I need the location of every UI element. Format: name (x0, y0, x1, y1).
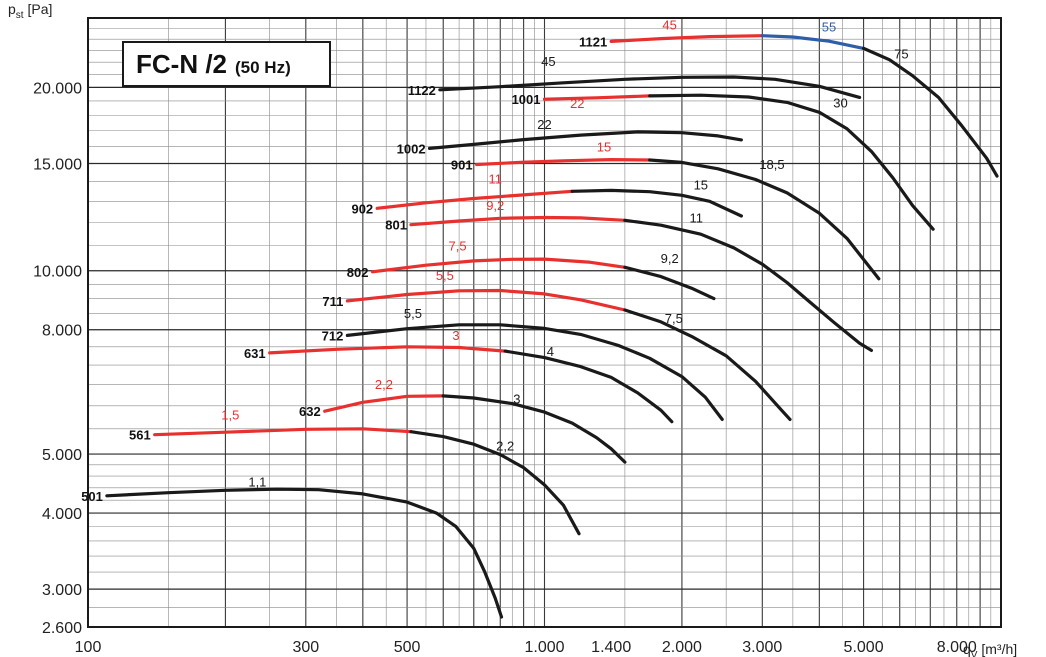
fan-curves (105, 34, 999, 619)
motor-power-label: 55 (822, 20, 836, 35)
fan-model-label-1001: 1001 (512, 92, 541, 107)
fan-model-label-1121: 1121 (579, 34, 607, 49)
y-tick-label: 3.000 (42, 582, 82, 599)
axis-ticks: 100 300 500 1.000 1.400 2.000 3.000 5.000 8.000 2… (33, 80, 977, 656)
motor-power-label: 11 (488, 172, 502, 187)
x-tick-label: 1.400 (591, 639, 631, 656)
fan-model-label-1002: 1002 (397, 141, 426, 156)
fan-curve-561 (153, 427, 413, 437)
chart-title: FC-N /2 (136, 49, 227, 79)
x-tick-label: 100 (75, 639, 102, 656)
motor-power-label: 1,5 (221, 407, 239, 422)
fan-curve-1001 (648, 93, 935, 231)
y-tick-label: 10.000 (33, 264, 82, 281)
fan-curve-902 (570, 188, 743, 218)
fan-curve-1122 (438, 75, 862, 99)
motor-power-label: 4 (547, 344, 554, 359)
grid (88, 18, 1001, 627)
fan-curve-632 (323, 394, 445, 413)
motor-power-label: 45 (662, 17, 676, 32)
fan-curve-632 (441, 394, 627, 464)
fan-model-label-801: 801 (385, 218, 407, 233)
fan-model-label-501: 501 (81, 489, 103, 504)
fan-model-label-1122: 1122 (408, 83, 436, 98)
motor-power-label: 22 (537, 117, 551, 132)
y-tick-label: 8.000 (42, 323, 82, 340)
fan-model-label-631: 631 (244, 346, 266, 361)
fan-curve-802 (623, 265, 716, 301)
fan-curve-712 (345, 323, 724, 421)
fan-model-label-711: 711 (322, 294, 343, 309)
fan-model-label-802: 802 (347, 265, 369, 280)
fan-curve-1121 (760, 34, 866, 50)
fan-curve-1001 (542, 94, 652, 101)
fan-model-label-632: 632 (299, 404, 321, 419)
motor-power-label: 5,5 (404, 306, 422, 321)
motor-power-label: 45 (541, 54, 555, 69)
x-tick-label: 500 (394, 639, 421, 656)
motor-power-label: 9,2 (486, 198, 504, 213)
motor-power-label: 1,1 (248, 475, 266, 490)
x-tick-label: 1.000 (524, 639, 564, 656)
fan-curve-501 (105, 487, 504, 619)
curve-labels: 501 1,1 561 1,5 2,2 632 2,2 3 631 3 4 712 5,5 711 5,5 7… (81, 17, 908, 503)
title-box: FC-N /2 (50 Hz) (122, 41, 331, 87)
motor-power-label: 30 (833, 95, 847, 110)
chart-subtitle: (50 Hz) (235, 58, 291, 77)
motor-power-label: 18,5 (759, 157, 784, 172)
motor-power-label: 15 (597, 139, 611, 154)
fan-curve-801 (623, 218, 873, 352)
y-tick-label: 15.000 (33, 156, 82, 173)
fan-curve-1002 (427, 130, 743, 150)
motor-power-label: 3 (513, 392, 520, 407)
fan-curve-902 (375, 189, 574, 210)
fan-curve-711 (345, 288, 627, 312)
x-tick-label: 300 (292, 639, 319, 656)
fan-curve-631 (503, 349, 674, 424)
y-tick-label: 2.600 (42, 620, 82, 637)
x-tick-label: 3.000 (742, 639, 782, 656)
motor-power-label: 2,2 (375, 377, 393, 392)
fan-curve-1121 (609, 34, 764, 43)
fan-curve-802 (370, 257, 627, 274)
y-tick-label: 5.000 (42, 447, 82, 464)
y-axis-label: pst [Pa] (8, 1, 52, 21)
motor-power-label: 7,5 (665, 311, 683, 326)
motor-power-label: 3 (452, 328, 459, 343)
x-tick-label: 2.000 (662, 639, 702, 656)
x-tick-label: 5.000 (844, 639, 884, 656)
motor-power-label: 7,5 (449, 238, 467, 253)
fan-curve-901 (648, 158, 881, 281)
fan-curve-901 (475, 158, 652, 167)
fan-model-label-901: 901 (451, 158, 473, 173)
x-axis-label: qV [m³/h] (963, 641, 1017, 657)
y-tick-label: 4.000 (42, 506, 82, 523)
motor-power-label: 11 (690, 210, 704, 225)
x-tick-label: 8.000 (937, 639, 977, 656)
fan-curve-1121 (862, 46, 999, 178)
motor-power-label: 2,2 (496, 438, 514, 453)
fan-curve-711 (623, 308, 792, 421)
svg-text:FC-N /2(50 Hz): FC-N /2 (50 Hz) (136, 49, 291, 79)
fan-model-label-712: 712 (322, 328, 344, 343)
fan-curve-801 (409, 215, 627, 227)
motor-power-label: 5,5 (436, 268, 454, 283)
fan-model-label-561: 561 (129, 428, 151, 443)
y-tick-label: 20.000 (33, 80, 82, 97)
motor-power-label: 22 (570, 96, 584, 111)
fan-model-label-902: 902 (351, 201, 373, 216)
motor-power-label: 75 (894, 47, 908, 62)
fan-curve-561 (409, 430, 581, 536)
plot-frame (87, 17, 1002, 628)
fan-curve-631 (268, 345, 507, 355)
motor-power-label: 9,2 (661, 251, 679, 266)
motor-power-label: 15 (694, 177, 708, 192)
